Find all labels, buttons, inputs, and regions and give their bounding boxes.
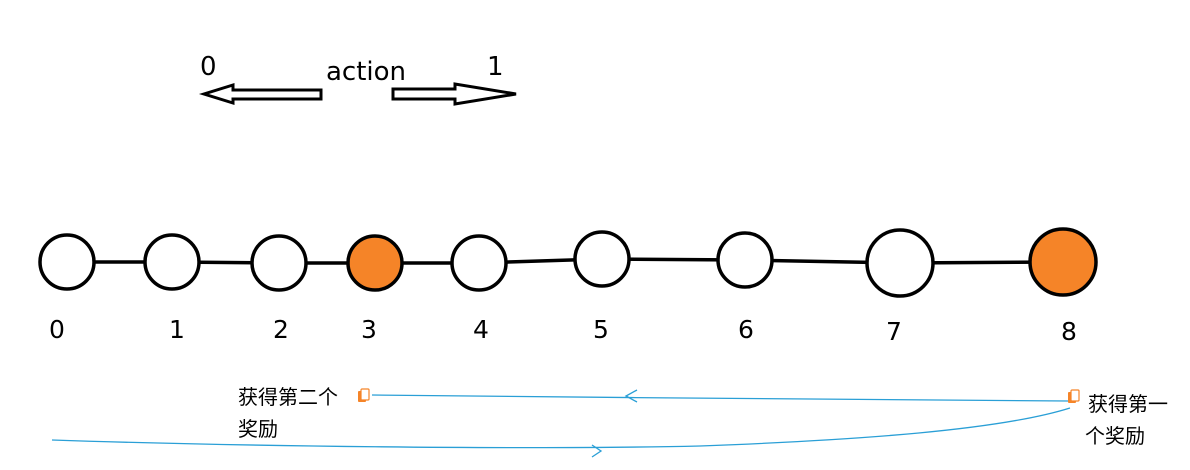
state-label: 6 bbox=[738, 315, 754, 344]
state-node bbox=[38, 233, 96, 291]
state-node bbox=[143, 233, 201, 291]
return-path-arrowhead-icon bbox=[624, 389, 638, 403]
forward-path-arrowhead-icon bbox=[591, 444, 603, 458]
state-node bbox=[573, 230, 631, 288]
state-label: 1 bbox=[169, 315, 185, 344]
state-label: 2 bbox=[273, 315, 289, 344]
state-node bbox=[450, 234, 508, 292]
action-left-value: 0 bbox=[200, 52, 217, 82]
action-title: action bbox=[326, 57, 406, 87]
right-arrow-icon bbox=[391, 82, 517, 106]
state-label: 0 bbox=[49, 315, 65, 344]
state-node bbox=[716, 231, 774, 289]
state-label: 3 bbox=[361, 315, 377, 344]
state-label: 5 bbox=[593, 315, 609, 344]
first-reward-line-1: 获得第一 bbox=[1088, 392, 1168, 416]
reward-state-node bbox=[1028, 227, 1098, 297]
forward-path-line bbox=[51, 407, 1071, 449]
second-reward-line-1: 获得第二个 bbox=[238, 385, 338, 409]
state-node bbox=[250, 234, 308, 292]
state-label: 4 bbox=[473, 315, 489, 344]
document-icon bbox=[1067, 389, 1080, 404]
state-node bbox=[865, 228, 935, 298]
state-label: 7 bbox=[886, 317, 902, 346]
reward-state-node bbox=[346, 234, 404, 292]
document-icon bbox=[357, 388, 370, 403]
return-path-line bbox=[371, 394, 1069, 402]
left-arrow-icon bbox=[198, 82, 323, 106]
action-right-value: 1 bbox=[487, 52, 504, 82]
second-reward-line-2: 奖励 bbox=[238, 417, 278, 441]
first-reward-line-2: 个奖励 bbox=[1085, 424, 1145, 448]
state-label: 8 bbox=[1061, 317, 1077, 346]
